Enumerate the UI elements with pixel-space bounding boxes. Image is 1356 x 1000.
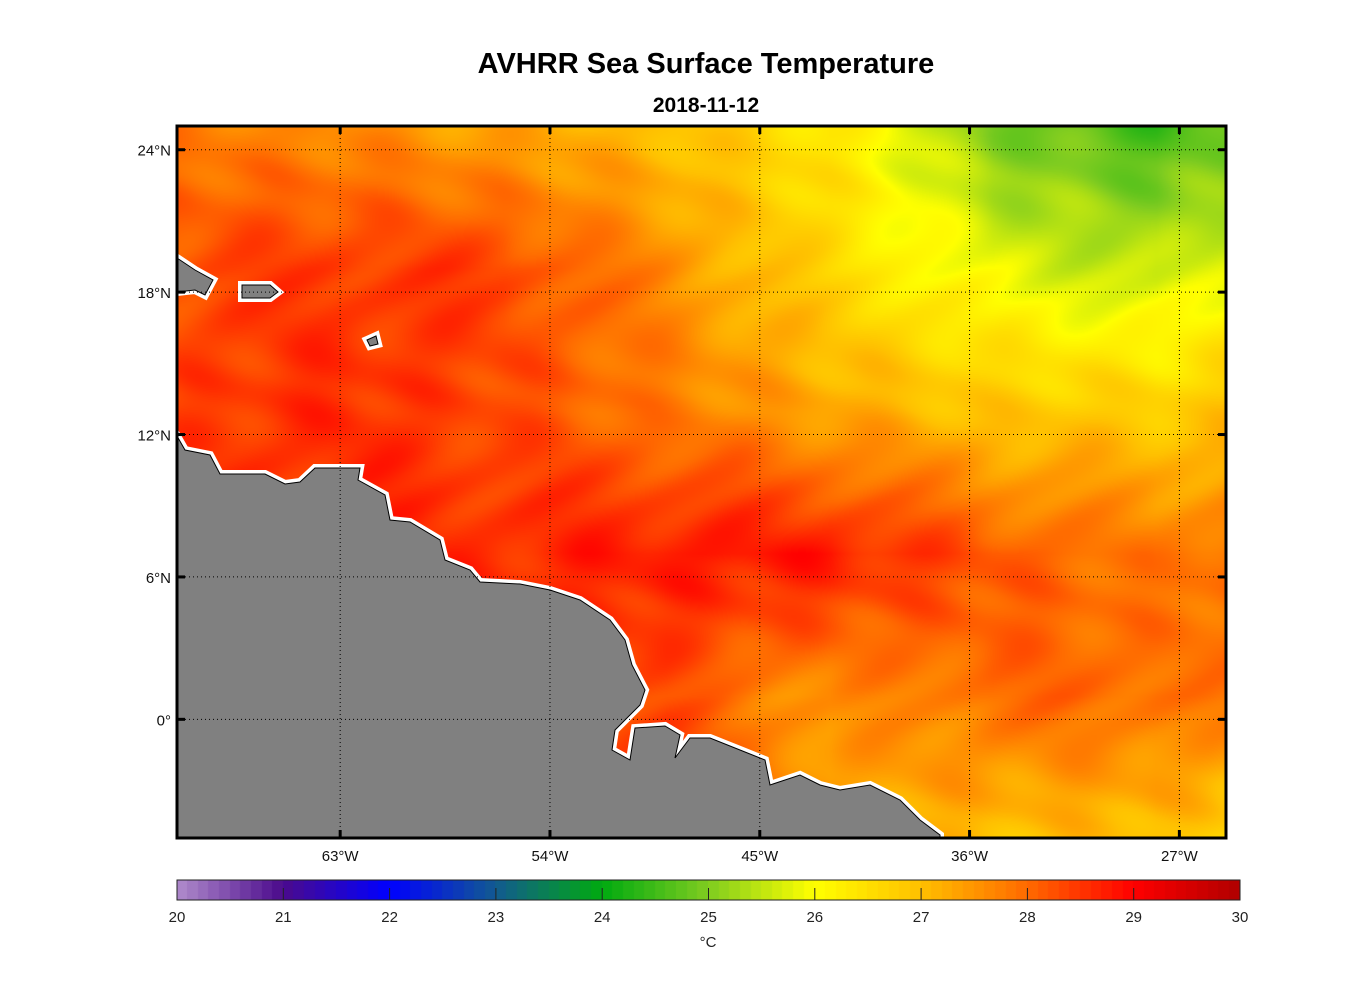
colorbar-tick-label: 24 — [593, 909, 611, 926]
x-tick-label: 45°W — [741, 848, 779, 865]
chart-subtitle: 2018-11-12 — [652, 94, 760, 117]
colorbar-tick-label: 28 — [1019, 909, 1036, 926]
landmass-south-america — [176, 434, 941, 839]
colorbar-tick-label: 20 — [168, 909, 186, 926]
colorbar-tick-label: 25 — [700, 909, 717, 926]
colorbar-tick-label: 27 — [912, 909, 930, 926]
island — [366, 335, 379, 347]
colorbar-unit-label: °C — [699, 934, 717, 951]
island — [241, 284, 279, 299]
graticule — [177, 126, 1226, 838]
colorbar-tick-label: 29 — [1125, 909, 1143, 926]
colorbar-tick-label: 21 — [274, 909, 292, 926]
axis-ticks: 63°W 54°W 45°W 36°W 27°W 24°N 18°N 12°N 6°N 0° — [137, 126, 1226, 865]
colorbar-ticks — [282, 888, 1135, 900]
y-tick-label: 6°N — [146, 570, 171, 587]
y-tick-label: 12°N — [137, 428, 171, 445]
y-tick-label: 18°N — [137, 285, 171, 302]
x-tick-label: 27°W — [1161, 848, 1199, 865]
colorbar-tick-label: 26 — [806, 909, 824, 926]
colorbar-tick-label: 23 — [487, 909, 505, 926]
chart-title: AVHRR Sea Surface Temperature — [477, 48, 935, 80]
y-tick-label: 24°N — [137, 143, 171, 160]
x-tick-label: 63°W — [322, 848, 360, 865]
colorbar-tick-label: 30 — [1231, 909, 1249, 926]
plot-frame — [175, 124, 1228, 840]
y-tick-label: 0° — [157, 712, 171, 729]
x-tick-label: 54°W — [532, 848, 570, 865]
colorbar-tick-label: 22 — [381, 909, 398, 926]
x-tick-label: 36°W — [951, 848, 989, 865]
